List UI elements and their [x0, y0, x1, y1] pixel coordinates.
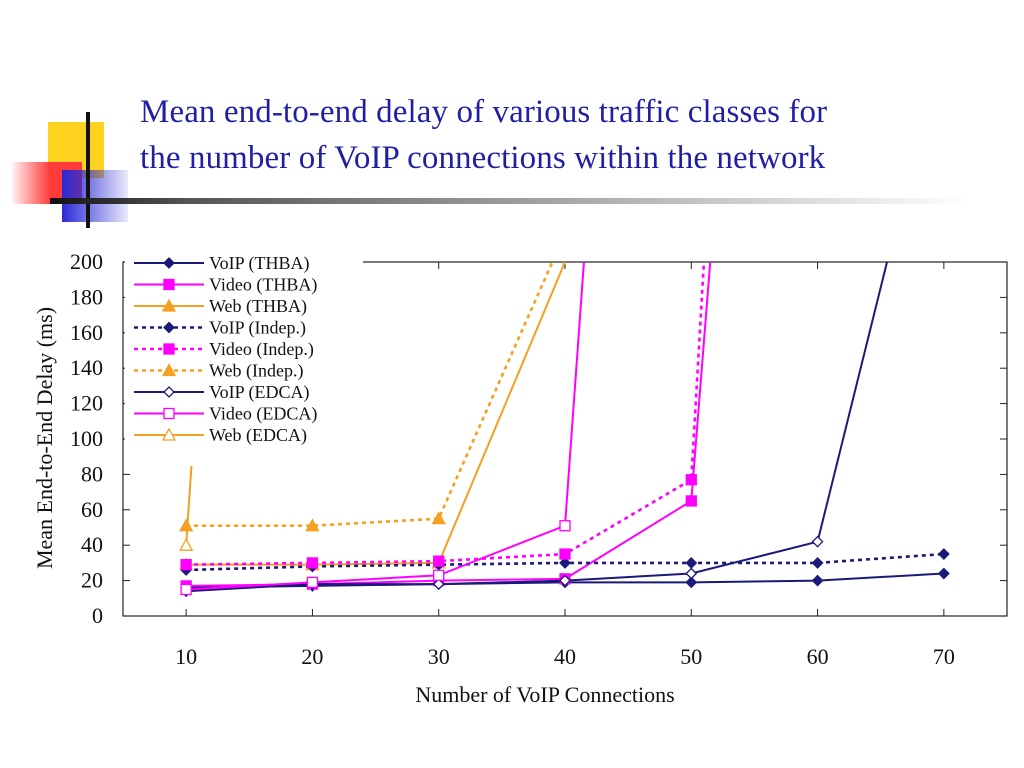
y-axis-label: Mean End-to-End Delay (ms) [32, 307, 57, 569]
legend-label-video-edca: Video (EDCA) [209, 404, 317, 425]
legend-label-voip-indep: VoIP (Indep.) [209, 318, 306, 339]
data-point-video-edca [433, 569, 445, 581]
legend-marker-web-edca [161, 427, 177, 441]
x-tick-labels: 10 20 30 40 50 60 70 [175, 644, 955, 669]
slide-title-line-1: Mean end-to-end delay of various traffic… [140, 94, 828, 130]
series-line-web-thba [186, 262, 566, 566]
legend-label-voip-thba: VoIP (THBA) [209, 253, 310, 274]
x-tick-label: 30 [428, 644, 450, 669]
data-point-voip-edca [685, 567, 698, 580]
data-point-video-edca [559, 520, 571, 532]
x-tick-label: 40 [554, 644, 576, 669]
legend-label-video-indep: Video (Indep.) [209, 339, 314, 360]
legend-marker-video-thba [163, 278, 175, 291]
data-point-video-edca [180, 583, 192, 596]
legend-marker-voip-thba [163, 257, 175, 269]
data-point-video-indep [306, 557, 319, 569]
data-point-video-indep [685, 474, 697, 486]
data-point-video-indep [433, 555, 445, 567]
chart-series [179, 262, 950, 598]
chart-legend: VoIP (THBA)Video (THBA)Web (THBA)VoIP (I… [125, 253, 363, 466]
x-tick-label: 70 [933, 644, 955, 669]
legend-marker-voip-edca [163, 386, 175, 398]
legend-label-voip-edca: VoIP (EDCA) [209, 382, 310, 403]
data-point-voip-thba [937, 567, 950, 580]
data-point-voip-edca [811, 535, 824, 548]
y-tick-label: 120 [70, 391, 103, 416]
slide-title-line-2: the number of VoIP connections within th… [140, 140, 826, 176]
series-line-video-indep [186, 262, 706, 566]
legend-marker-video-edca [163, 407, 175, 420]
legend-marker-web-indep [161, 363, 177, 377]
data-point-voip-edca [559, 574, 571, 587]
series-video-indep [180, 262, 706, 571]
y-tick-label: 40 [81, 532, 103, 557]
legend-label-video-thba: Video (THBA) [209, 275, 317, 296]
x-tick-label: 10 [175, 644, 197, 669]
data-point-video-indep [559, 548, 571, 560]
series-line-web-indep [186, 262, 554, 528]
series-web-indep [179, 262, 554, 532]
data-point-video-thba [685, 495, 697, 507]
data-point-voip-thba [685, 576, 698, 589]
y-tick-label: 140 [70, 355, 103, 380]
data-point-voip-indep [685, 556, 698, 569]
data-point-video-edca [306, 576, 319, 589]
data-point-voip-indep [811, 556, 824, 569]
y-tick-label: 20 [81, 568, 103, 593]
y-tick-label: 180 [70, 284, 103, 309]
data-point-web-indep [305, 518, 320, 532]
y-tick-label: 60 [81, 497, 103, 522]
y-tick-label: 160 [70, 320, 103, 345]
slide-corner-decoration [12, 112, 128, 228]
y-tick-labels: 0 20 40 60 80 100 120 140 160 180 200 [70, 249, 103, 628]
x-tick-label: 20 [301, 644, 323, 669]
data-point-voip-edca [432, 578, 445, 591]
x-axis-label: Number of VoIP Connections [415, 682, 674, 707]
data-point-voip-indep [937, 548, 950, 560]
series-video-edca [180, 262, 585, 596]
legend-label-web-indep: Web (Indep.) [209, 361, 304, 382]
delay-line-chart: 0 20 40 60 80 100 120 140 160 180 200 10 20 30 40 50 60… [32, 249, 1008, 707]
legend-label-web-edca: Web (EDCA) [209, 425, 307, 446]
data-point-web-indep [431, 511, 446, 525]
data-point-voip-thba [811, 574, 824, 587]
title-underline [50, 198, 970, 204]
y-tick-label: 200 [70, 249, 103, 274]
data-point-video-indep [180, 559, 192, 571]
y-tick-label: 0 [92, 603, 103, 628]
x-tick-label: 50 [680, 644, 702, 669]
legend-label-web-thba: Web (THBA) [209, 296, 307, 317]
x-tick-label: 60 [807, 644, 829, 669]
data-point-web-indep [179, 518, 194, 532]
legend-marker-video-indep [163, 343, 175, 355]
data-point-web-edca [179, 537, 194, 551]
legend-marker-web-thba [161, 298, 177, 312]
y-tick-label: 100 [70, 426, 103, 451]
deco-blue-square [62, 170, 128, 222]
legend-marker-voip-indep [163, 321, 175, 334]
data-point-voip-indep [559, 556, 571, 569]
y-tick-label: 80 [81, 461, 103, 486]
